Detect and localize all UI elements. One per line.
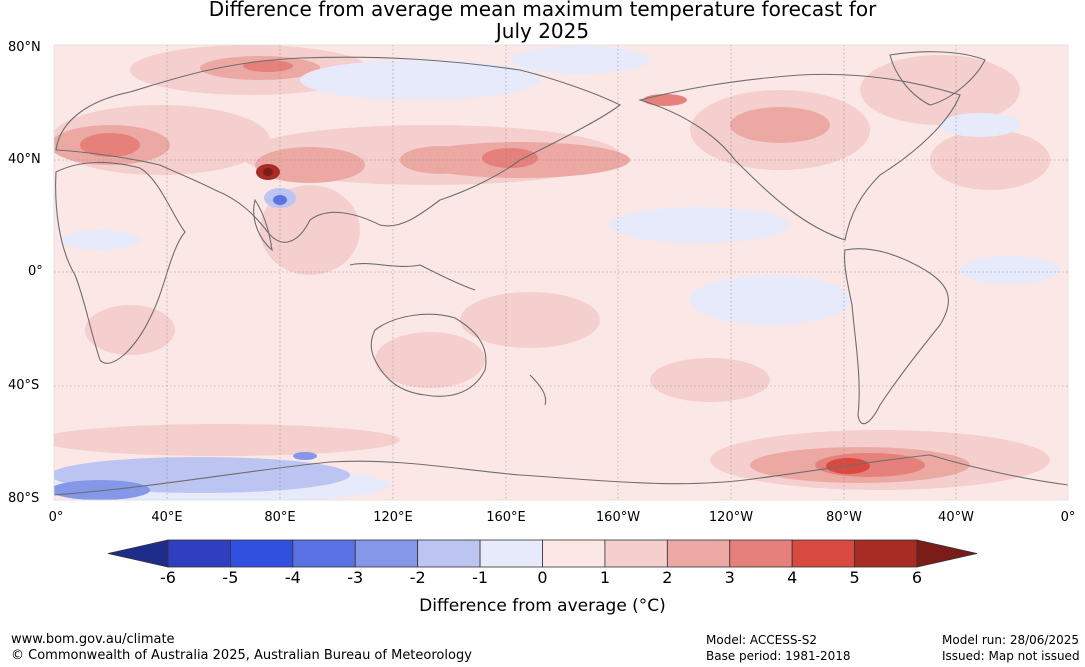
colorbar-tick-label: -5 — [222, 568, 239, 587]
colorbar-segment — [354, 539, 419, 568]
colorbar-tick-label: 3 — [724, 568, 735, 587]
footer-site-link[interactable]: www.bom.gov.au/climate — [11, 632, 175, 647]
lon-label-80e: 80°E — [264, 510, 296, 525]
se-asia-islands-outline — [349, 263, 476, 291]
colorbar-segment — [854, 539, 918, 568]
lon-label-40w: 40°W — [938, 510, 974, 525]
footer-base-period: Base period: 1981-2018 — [706, 649, 851, 663]
footer-model-info: Model: ACCESS-S2 Base period: 1981-2018 — [706, 632, 851, 664]
footer-run-info: Model run: 28/06/2025 Issued: Map not is… — [942, 632, 1080, 664]
colorbar-arrow-low — [107, 539, 169, 568]
map-gridlines — [54, 45, 1068, 500]
colorbar-arrow-high — [916, 539, 978, 568]
colorbar-tick-label: -1 — [472, 568, 489, 587]
map-frame — [53, 44, 1069, 501]
colorbar-tick-label: 4 — [787, 568, 798, 587]
lon-label-0-right: 0° — [1060, 510, 1076, 525]
colorbar-segment — [729, 539, 793, 568]
colorbar-tick-label: -6 — [160, 568, 176, 587]
colorbar-tick-label: -3 — [347, 568, 364, 587]
colorbar-tick-label: -2 — [409, 568, 426, 587]
colorbar-tick-label: 5 — [849, 568, 860, 587]
map-title: Difference from average mean maximum tem… — [0, 0, 1085, 42]
eurasia-outline — [55, 56, 622, 243]
footer-issued: Issued: Map not issued — [942, 649, 1080, 663]
lon-label-120e: 120°E — [373, 510, 413, 525]
colorbar-segment — [542, 539, 606, 568]
south-america-outline — [844, 248, 949, 425]
lon-label-0-left: 0° — [48, 510, 64, 525]
footer-model-run: Model run: 28/06/2025 — [942, 633, 1080, 647]
lat-label-80n: 80°N — [8, 40, 41, 55]
antarctica-outline — [54, 454, 1068, 496]
continent-outlines — [54, 51, 1068, 496]
lon-label-40e: 40°E — [151, 510, 183, 525]
colorbar-segment — [292, 539, 356, 568]
new-zealand-outline — [529, 374, 547, 406]
colorbar-tick-label: 0 — [537, 568, 548, 587]
lat-label-80s: 80°S — [8, 491, 40, 506]
colorbar-tick-label: 6 — [911, 568, 923, 587]
lat-label-0: 0° — [28, 264, 43, 279]
footer-left: www.bom.gov.au/climate © Commonwealth of… — [11, 632, 472, 664]
anomaly-negative-regions — [54, 188, 350, 500]
colorbar-title: Difference from average (°C) — [419, 596, 666, 616]
colorbar-segment — [666, 539, 731, 568]
anomaly-2-3-regions — [54, 56, 970, 483]
australia-outline — [370, 313, 487, 397]
colorbar-segment — [167, 539, 231, 568]
footer-copyright: © Commonwealth of Australia 2025, Austra… — [11, 648, 472, 663]
map-title-line1: Difference from average mean maximum tem… — [208, 0, 877, 21]
colorbar-segment — [604, 539, 668, 568]
greenland-outline — [889, 51, 986, 106]
india-outline — [253, 198, 273, 252]
colorbar-segment — [230, 539, 294, 568]
colorbar-segment — [479, 539, 543, 568]
colorbar-segment — [417, 539, 481, 568]
colorbar-tick-label: 2 — [662, 568, 673, 587]
lat-label-40s: 40°S — [8, 378, 40, 393]
lat-label-40n: 40°N — [8, 152, 41, 167]
lon-label-160e: 160°E — [486, 510, 526, 525]
map-title-line2: July 2025 — [495, 19, 590, 43]
colorbar-segment — [791, 539, 855, 568]
lon-label-80w: 80°W — [826, 510, 862, 525]
africa-outline — [55, 161, 186, 364]
footer-model: Model: ACCESS-S2 — [706, 633, 818, 647]
lon-label-120w: 120°W — [708, 510, 754, 525]
colorbar-tick-label: 1 — [599, 568, 610, 587]
lon-label-160w: 160°W — [595, 510, 641, 525]
colorbar-tick-label: -4 — [284, 568, 301, 587]
north-america-outline — [637, 73, 961, 241]
